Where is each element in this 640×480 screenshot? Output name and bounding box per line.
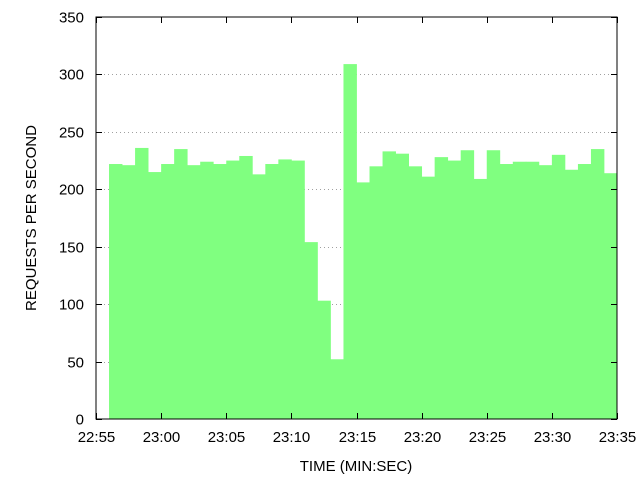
y-tick-label: 300	[59, 67, 84, 84]
x-axis-ticks: 22:55 23:00 23:05 23:10 23:15 23:20 23:25 23:30…	[78, 17, 637, 446]
bar	[135, 147, 149, 420]
bars	[109, 64, 618, 420]
bar	[226, 160, 240, 420]
bar	[434, 157, 449, 419]
x-tick-label: 23:25	[469, 429, 507, 446]
bar	[460, 150, 475, 419]
bar	[369, 166, 383, 419]
x-tick-label: 23:30	[534, 429, 572, 446]
y-tick-label: 200	[59, 182, 84, 199]
x-tick-label: 23:10	[273, 429, 311, 446]
y-tick-label: 350	[59, 10, 84, 27]
y-tick-label: 100	[59, 297, 84, 314]
x-tick-label: 23:15	[339, 429, 377, 446]
bar	[538, 165, 553, 419]
bar	[122, 165, 136, 419]
bar	[486, 150, 501, 419]
bar	[408, 166, 423, 419]
x-tick-label: 22:55	[78, 429, 116, 446]
bar	[109, 164, 123, 419]
bar	[343, 64, 357, 419]
y-tick-label: 0	[76, 412, 84, 429]
bar	[187, 165, 201, 419]
bar	[512, 161, 527, 419]
y-tick-label: 50	[67, 355, 84, 372]
bar	[278, 159, 292, 419]
x-tick-label: 23:20	[404, 429, 442, 446]
x-tick-label: 23:35	[599, 429, 637, 446]
bar	[525, 161, 540, 419]
x-axis-title: TIME (MIN:SEC)	[300, 458, 413, 475]
y-axis-title: REQUESTS PER SECOND	[23, 125, 40, 311]
bar	[356, 182, 370, 419]
bar	[239, 155, 253, 419]
bar	[304, 242, 318, 419]
y-tick-label: 150	[59, 240, 84, 257]
bar	[382, 151, 396, 419]
bar	[148, 172, 162, 419]
bar	[577, 164, 592, 419]
bar	[447, 160, 462, 420]
bar	[252, 174, 266, 419]
bar	[317, 300, 331, 419]
plot-frame	[95, 16, 618, 420]
bar	[200, 161, 214, 419]
bar	[395, 153, 409, 419]
y-tick-label: 250	[59, 125, 84, 142]
bar	[291, 160, 305, 420]
bar	[473, 178, 488, 419]
bar	[421, 176, 436, 419]
bar	[551, 154, 566, 420]
x-tick-label: 23:00	[143, 429, 181, 446]
bar	[564, 169, 579, 419]
x-tick-label: 23:05	[208, 429, 246, 446]
bar	[603, 173, 618, 419]
bar	[590, 149, 605, 420]
bar	[174, 149, 188, 420]
y-axis-ticks: 0 50 100 150 200 250 300 350	[59, 10, 617, 429]
bar	[213, 164, 227, 419]
bar	[265, 164, 279, 419]
bar	[330, 359, 344, 419]
bar	[161, 164, 175, 419]
bar	[499, 164, 514, 419]
